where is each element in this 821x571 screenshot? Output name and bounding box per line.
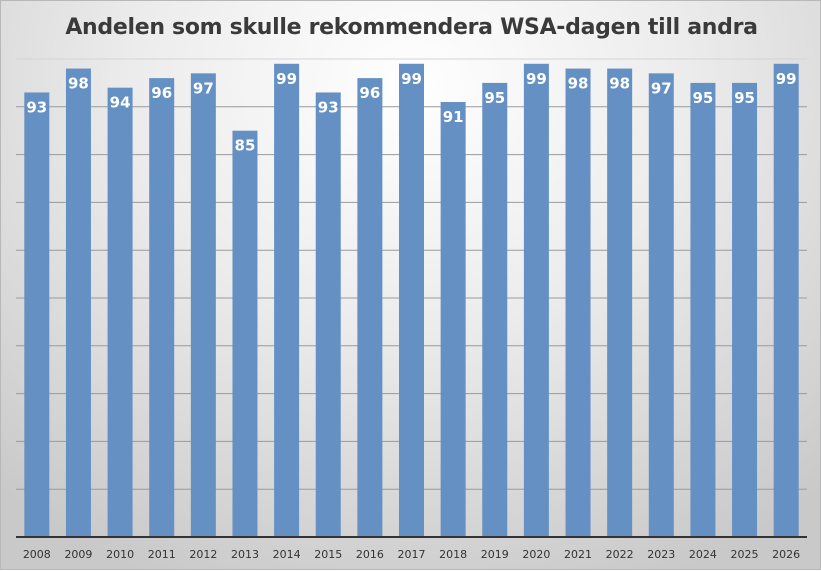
bar-2015 bbox=[315, 92, 341, 538]
x-tick-2012: 2012 bbox=[189, 548, 217, 561]
bar-2013 bbox=[232, 130, 258, 537]
data-label-2026: 99 bbox=[776, 70, 797, 88]
data-label-2013: 85 bbox=[235, 137, 256, 155]
x-tick-2016: 2016 bbox=[356, 548, 384, 561]
data-label-2012: 97 bbox=[193, 79, 214, 97]
x-tick-2022: 2022 bbox=[606, 548, 634, 561]
x-tick-2024: 2024 bbox=[689, 548, 717, 561]
x-tick-2015: 2015 bbox=[314, 548, 342, 561]
data-label-2016: 96 bbox=[359, 84, 380, 102]
bar-2012 bbox=[190, 73, 216, 537]
data-label-2021: 98 bbox=[568, 75, 589, 93]
x-tick-2019: 2019 bbox=[481, 548, 509, 561]
data-label-2018: 91 bbox=[443, 108, 464, 126]
x-tick-2017: 2017 bbox=[398, 548, 426, 561]
bar-2021 bbox=[565, 68, 591, 537]
data-label-2011: 96 bbox=[151, 84, 172, 102]
data-label-2015: 93 bbox=[318, 98, 339, 116]
data-label-2014: 99 bbox=[276, 70, 297, 88]
x-tick-2026: 2026 bbox=[772, 548, 800, 561]
bar-2023 bbox=[648, 73, 674, 537]
x-tick-2023: 2023 bbox=[647, 548, 675, 561]
bar-2009 bbox=[65, 68, 91, 537]
bar-2024 bbox=[690, 82, 716, 538]
bar-2014 bbox=[274, 63, 300, 537]
bar-2008 bbox=[24, 92, 50, 538]
x-tick-2010: 2010 bbox=[106, 548, 134, 561]
data-label-2024: 95 bbox=[692, 89, 713, 107]
bar-2011 bbox=[149, 78, 175, 538]
data-label-2017: 99 bbox=[401, 70, 422, 88]
data-label-2023: 97 bbox=[651, 79, 672, 97]
bar-2020 bbox=[523, 63, 549, 537]
x-tick-2009: 2009 bbox=[64, 548, 92, 561]
x-tick-2014: 2014 bbox=[273, 548, 301, 561]
data-label-2022: 98 bbox=[609, 75, 630, 93]
data-label-2019: 95 bbox=[484, 89, 505, 107]
x-tick-2021: 2021 bbox=[564, 548, 592, 561]
bar-2026 bbox=[773, 63, 799, 537]
bar-2017 bbox=[399, 63, 424, 537]
data-label-2025: 95 bbox=[734, 89, 755, 107]
x-tick-2011: 2011 bbox=[148, 548, 176, 561]
chart-title: Andelen som skulle rekommendera WSA-dage… bbox=[65, 15, 758, 40]
data-label-2008: 93 bbox=[26, 98, 47, 116]
bar-2022 bbox=[607, 68, 633, 537]
bar-2025 bbox=[732, 82, 758, 538]
data-label-2009: 98 bbox=[68, 75, 89, 93]
bar-2010 bbox=[107, 87, 133, 538]
bar-2016 bbox=[357, 78, 383, 538]
data-label-2010: 94 bbox=[110, 94, 131, 112]
x-tick-2020: 2020 bbox=[522, 548, 550, 561]
data-label-2020: 99 bbox=[526, 70, 547, 88]
bar-2019 bbox=[482, 82, 508, 538]
x-tick-2025: 2025 bbox=[731, 548, 759, 561]
x-tick-2008: 2008 bbox=[23, 548, 51, 561]
bar-2018 bbox=[440, 102, 466, 538]
x-tick-2018: 2018 bbox=[439, 548, 467, 561]
x-tick-2013: 2013 bbox=[231, 548, 259, 561]
